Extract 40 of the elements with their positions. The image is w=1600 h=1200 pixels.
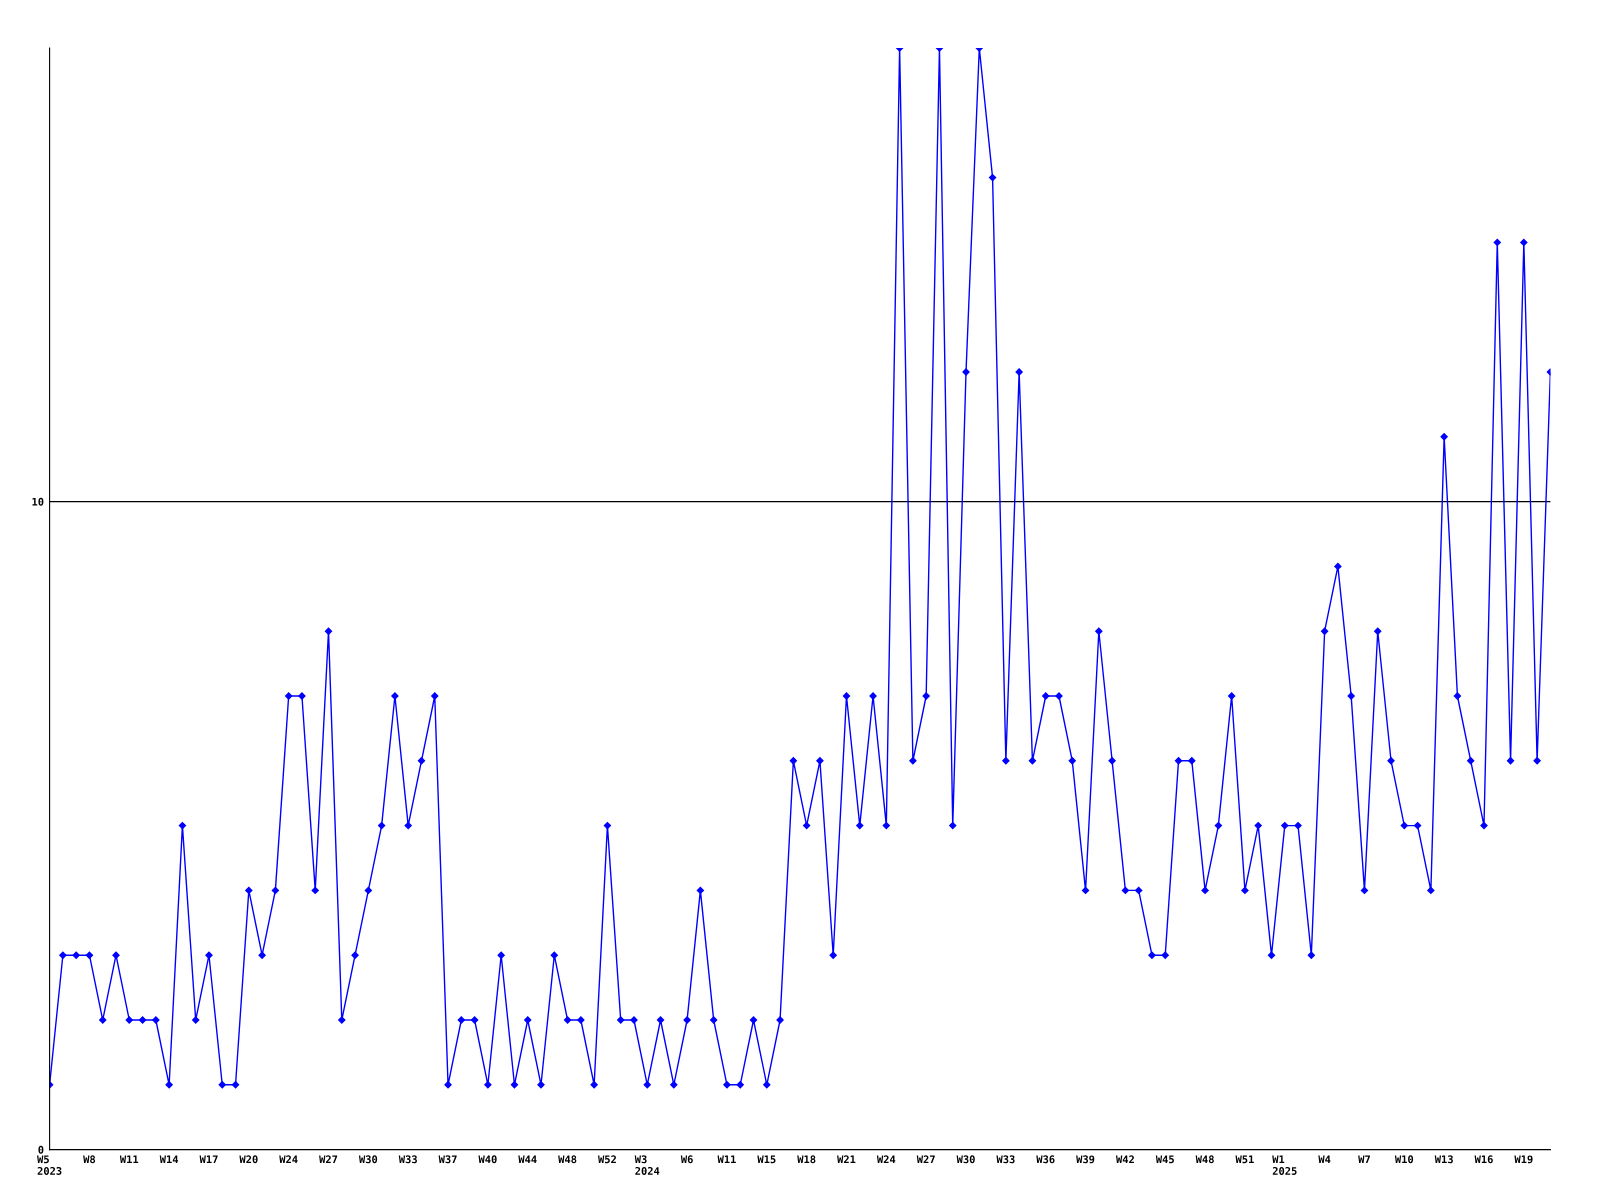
- x-tick-label: W48: [1195, 1155, 1214, 1164]
- x-tick-label: W20: [239, 1155, 258, 1164]
- x-tick-label: W51: [1235, 1155, 1254, 1164]
- x-tick-label: W10: [1394, 1155, 1414, 1164]
- x-tick-label: W27: [319, 1155, 338, 1164]
- x-tick-label: W40: [478, 1155, 497, 1164]
- x-tick-label: W44: [518, 1155, 537, 1164]
- x-tick-label: W13: [1434, 1155, 1453, 1164]
- x-tick-label: W14: [159, 1155, 179, 1164]
- x-tick-label: W39: [1076, 1155, 1095, 1164]
- x-tick-label: W6: [680, 1155, 693, 1164]
- x-tick-label: W19: [1514, 1155, 1533, 1164]
- x-tick-label: W1 2025: [1272, 1155, 1297, 1175]
- x-tick-label: W52: [598, 1155, 616, 1164]
- x-tick-label: W17: [199, 1155, 218, 1164]
- x-tick-label: W30: [956, 1155, 975, 1164]
- x-tick-label: W11: [717, 1155, 736, 1164]
- x-tick-label: W36: [1036, 1155, 1055, 1164]
- x-tick-label: W48: [558, 1155, 577, 1164]
- y-tick-label: 10: [32, 497, 44, 506]
- x-tick-label: W27: [916, 1155, 935, 1164]
- y-tick-label: 0: [38, 1145, 44, 1154]
- x-tick-label: W18: [797, 1155, 816, 1164]
- x-tick-label: W15: [757, 1155, 776, 1164]
- x-tick-label: W11: [119, 1155, 139, 1164]
- x-tick-label: W24: [876, 1155, 896, 1164]
- x-tick-label: W7: [1358, 1155, 1370, 1164]
- x-tick-label: W5 2023: [37, 1155, 62, 1175]
- x-tick-label: W4: [1318, 1155, 1331, 1164]
- x-tick-label: W21: [837, 1155, 856, 1164]
- x-tick-label: W45: [1155, 1155, 1174, 1164]
- x-tick-label: W42: [1115, 1155, 1134, 1164]
- x-tick-label: W30: [358, 1155, 378, 1164]
- x-tick-label: W3 2024: [634, 1155, 660, 1175]
- x-tick-label: W37: [438, 1155, 457, 1164]
- x-tick-label: W16: [1474, 1155, 1493, 1164]
- x-tick-label: W33: [398, 1155, 417, 1164]
- x-tick-label: W8: [83, 1155, 96, 1164]
- x-tick-label: W33: [996, 1155, 1015, 1164]
- x-tick-label: W24: [279, 1155, 298, 1164]
